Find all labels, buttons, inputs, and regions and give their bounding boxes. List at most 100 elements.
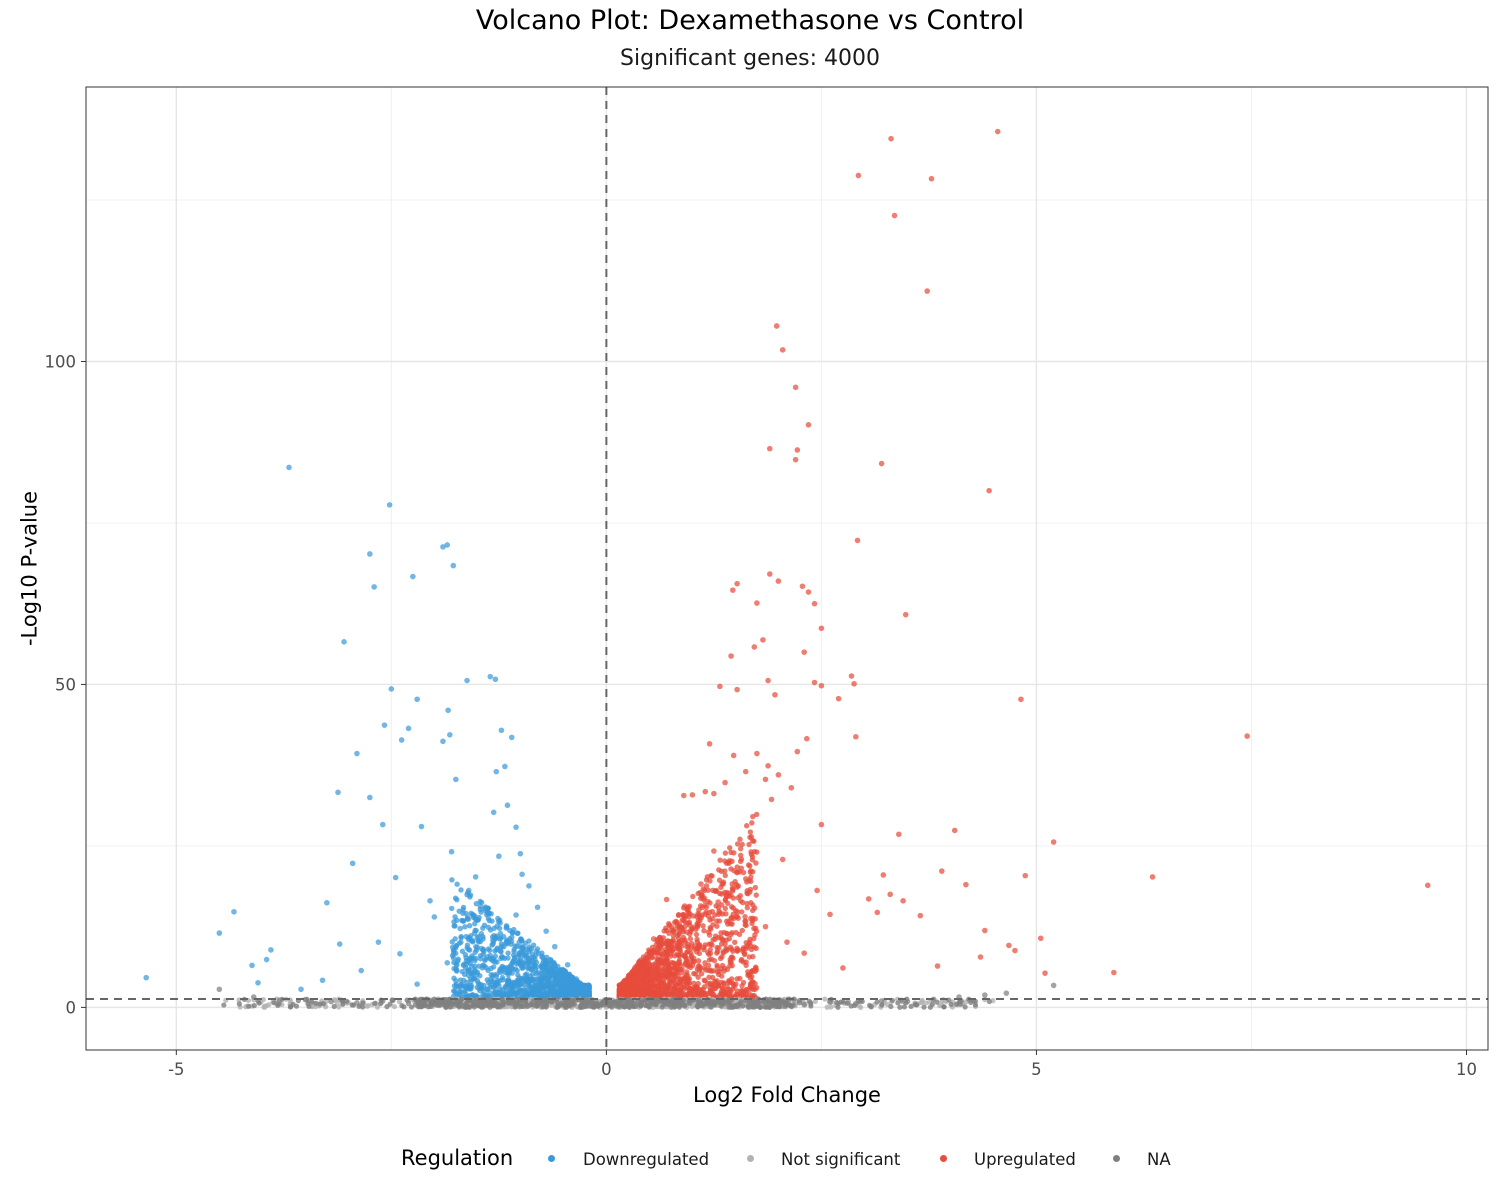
data-point <box>543 928 549 934</box>
upregulated-point <box>734 988 740 994</box>
not-significant-point <box>908 1003 914 1009</box>
upregulated-point <box>690 980 697 986</box>
data-point <box>723 1000 730 1007</box>
upregulated-point <box>670 937 676 943</box>
data-point <box>349 860 356 867</box>
not-significant-point <box>897 1004 903 1010</box>
upregulated-point <box>648 990 655 996</box>
legend-swatch-downregulated <box>548 1155 555 1162</box>
upregulated-point <box>703 904 710 910</box>
downregulated-point <box>490 937 496 944</box>
upregulated-point <box>696 941 703 948</box>
data-point <box>1006 942 1012 949</box>
data-point <box>900 898 906 904</box>
data-point <box>982 927 988 934</box>
upregulated-point <box>749 907 756 914</box>
upregulated-point <box>668 966 674 972</box>
not-significant-point <box>344 998 350 1004</box>
data-point <box>742 768 749 775</box>
data-point <box>765 677 771 684</box>
data-point <box>794 748 801 755</box>
upregulated-point <box>715 982 722 988</box>
downregulated-point <box>449 877 455 883</box>
downregulated-point <box>494 977 501 984</box>
upregulated-point <box>686 976 693 982</box>
upregulated-point <box>753 811 760 818</box>
data-point <box>951 827 958 834</box>
not-significant-point <box>582 1001 588 1007</box>
upregulated-point <box>712 936 718 942</box>
data-point <box>811 679 818 686</box>
not-significant-point <box>262 1003 268 1009</box>
upregulated-point <box>719 881 725 887</box>
upregulated-point <box>705 898 711 905</box>
upregulated-point <box>723 893 730 900</box>
upregulated-point <box>718 934 724 941</box>
upregulated-point <box>702 990 708 997</box>
data-point <box>994 128 1001 135</box>
downregulated-point <box>451 923 457 929</box>
downregulated-point <box>476 985 482 992</box>
data-point <box>336 941 343 947</box>
downregulated-point <box>499 953 505 960</box>
upregulated-point <box>724 984 730 990</box>
downregulated-point <box>536 980 542 986</box>
upregulated-point <box>752 884 759 891</box>
data-point <box>730 587 736 593</box>
upregulated-point <box>747 869 754 875</box>
data-point <box>354 750 360 757</box>
upregulated-point <box>750 902 756 908</box>
upregulated-point <box>632 970 638 976</box>
data-point <box>490 809 497 816</box>
data-point <box>665 943 672 950</box>
data-point <box>526 883 532 889</box>
upregulated-point <box>734 864 740 870</box>
data-point <box>504 802 511 809</box>
upregulated-point <box>739 841 745 848</box>
not-significant-point <box>306 1003 312 1009</box>
data-point <box>1149 874 1156 880</box>
downregulated-point <box>526 938 532 944</box>
upregulated-point <box>684 944 690 950</box>
chart-title: Volcano Plot: Dexamethasone vs Control <box>475 5 1025 36</box>
data-point <box>508 1000 515 1007</box>
downregulated-point <box>494 959 500 965</box>
data-point <box>493 768 500 775</box>
data-point <box>276 997 283 1004</box>
data-point <box>848 673 855 679</box>
upregulated-point <box>742 913 748 920</box>
upregulated-point <box>709 873 715 879</box>
data-point <box>496 853 502 860</box>
downregulated-point <box>518 956 524 962</box>
downregulated-point <box>508 938 515 945</box>
data-point <box>498 727 505 734</box>
upregulated-point <box>673 918 679 925</box>
data-point <box>431 914 438 920</box>
data-point <box>367 794 373 801</box>
not-significant-point <box>256 1000 262 1006</box>
downregulated-point <box>512 954 518 960</box>
downregulated-point <box>518 937 525 943</box>
upregulated-point <box>687 936 694 942</box>
data-point <box>143 974 150 981</box>
upregulated-point <box>711 992 717 998</box>
upregulated-point <box>678 951 685 957</box>
data-point <box>801 1001 808 1008</box>
downregulated-point <box>458 982 464 988</box>
downregulated-point <box>455 956 461 962</box>
data-point <box>749 837 756 844</box>
downregulated-point <box>514 943 520 950</box>
data-point <box>878 460 885 467</box>
upregulated-point <box>708 941 714 947</box>
upregulated-point <box>705 949 711 956</box>
upregulated-point <box>657 934 663 941</box>
not-significant-point <box>221 1002 227 1008</box>
downregulated-point <box>577 982 584 989</box>
upregulated-point <box>688 953 695 959</box>
downregulated-point <box>468 982 474 989</box>
not-significant-point <box>790 1002 796 1008</box>
data-point <box>564 961 571 968</box>
data-point <box>891 212 898 219</box>
downregulated-point <box>480 933 486 940</box>
downregulated-point <box>531 988 537 994</box>
